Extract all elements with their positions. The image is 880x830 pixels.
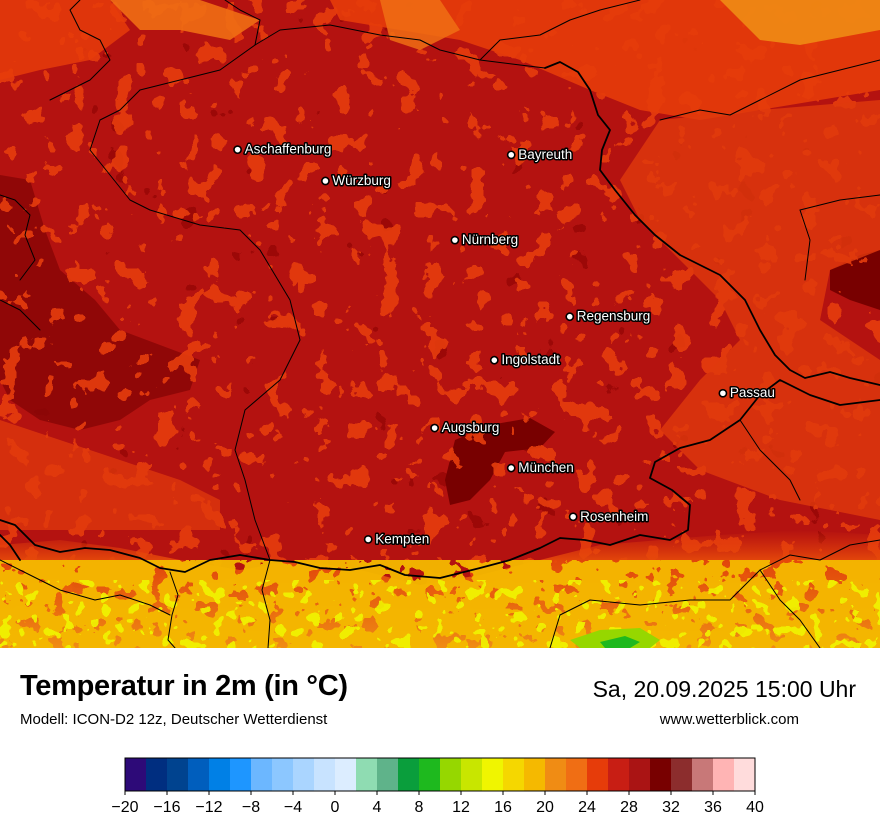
- colorbar-swatch: [650, 758, 672, 791]
- city-dot: [430, 423, 440, 433]
- colorbar-swatch: [734, 758, 756, 791]
- city-markers: Aschaffenburg Würzburg Bayreuth Nürnberg Reg…: [233, 140, 776, 548]
- city-dot: [233, 145, 242, 155]
- colorbar-swatch: [356, 758, 378, 791]
- colorbar-swatch: [272, 758, 294, 791]
- city-label: München: [518, 460, 574, 475]
- colorbar-tick-label: 32: [662, 799, 680, 816]
- warm-areas: [0, 0, 880, 648]
- colorbar-swatch: [335, 758, 357, 791]
- colorbar-swatch: [545, 758, 567, 791]
- colorbar-swatch: [461, 758, 483, 791]
- colorbar-tick-label: 4: [373, 799, 382, 816]
- city-rosenheim: Rosenheim: [568, 507, 650, 525]
- borders: [0, 0, 880, 648]
- city-augsburg: Augsburg: [430, 419, 501, 437]
- temperature-map: Aschaffenburg Würzburg Bayreuth Nürnberg Reg…: [0, 0, 880, 648]
- colorbar-swatch: [251, 758, 273, 791]
- city-dot: [718, 388, 728, 398]
- city-dot: [565, 312, 575, 322]
- city-würzburg: Würzburg: [321, 171, 392, 189]
- city-dot: [363, 535, 373, 544]
- city-dot: [568, 512, 578, 522]
- colorbar-tick-label: −4: [284, 799, 302, 816]
- city-dot: [450, 235, 460, 245]
- colorbar-tick-label: 28: [620, 799, 638, 816]
- colorbar-swatch: [692, 758, 714, 791]
- colorbar-swatch: [608, 758, 630, 791]
- city-nürnberg: Nürnberg: [450, 231, 520, 249]
- city-aschaffenburg: Aschaffenburg: [233, 140, 333, 158]
- colorbar-tick-label: −12: [195, 799, 222, 816]
- valid-time: Sa, 20.09.2025 15:00 Uhr: [592, 676, 856, 702]
- city-label: Augsburg: [442, 420, 500, 435]
- website-link[interactable]: www.wetterblick.com: [659, 711, 799, 728]
- colorbar-tick-label: 16: [494, 799, 512, 816]
- city-label: Bayreuth: [518, 147, 572, 162]
- city-kempten: Kempten: [363, 530, 431, 548]
- colorbar-swatch: [587, 758, 609, 791]
- city-label: Würzburg: [332, 173, 391, 188]
- colorbar-tick-label: 36: [704, 799, 722, 816]
- colorbar-swatch: [314, 758, 336, 791]
- city-dot: [321, 176, 330, 186]
- city-label: Aschaffenburg: [245, 142, 332, 157]
- city-label: Kempten: [375, 531, 429, 546]
- colorbar-swatch: [419, 758, 441, 791]
- colorbar-tick-label: −20: [111, 799, 138, 816]
- city-label: Ingolstadt: [501, 352, 560, 367]
- colorbar-tick-label: −8: [242, 799, 260, 816]
- colorbar-swatch: [167, 758, 189, 791]
- colorbar-swatch: [524, 758, 546, 791]
- model-info: Modell: ICON-D2 12z, Deutscher Wetterdie…: [20, 711, 328, 728]
- city-dot: [506, 463, 516, 473]
- city-passau: Passau: [718, 384, 776, 402]
- colorbar-swatch: [671, 758, 693, 791]
- colorbar-swatch: [146, 758, 168, 791]
- city-dot: [506, 150, 516, 160]
- colorbar-swatch: [440, 758, 462, 791]
- colorbar-tick-label: 20: [536, 799, 554, 816]
- legend-panel: [0, 648, 880, 830]
- city-dot: [489, 355, 499, 365]
- colorbar-swatch: [377, 758, 399, 791]
- colorbar-swatch: [293, 758, 315, 791]
- city-label: Nürnberg: [462, 232, 518, 247]
- colorbar-tick-label: 8: [415, 799, 424, 816]
- city-ingolstadt: Ingolstadt: [489, 351, 562, 369]
- city-label: Passau: [730, 385, 775, 400]
- temperature-colorbar: −20 −16 −12 −8 −4 0 4 8 12 16 20 24 28 32 36 40: [111, 757, 764, 816]
- city-label: Rosenheim: [580, 509, 648, 524]
- colorbar-swatch: [398, 758, 420, 791]
- colorbar-swatch: [209, 758, 231, 791]
- colorbar-tick-label: 24: [578, 799, 596, 816]
- colorbar-swatch: [629, 758, 651, 791]
- colorbar-frame: [124, 757, 756, 792]
- colorbar-swatch: [125, 758, 147, 791]
- colorbar-tick-label: −16: [153, 799, 180, 816]
- colorbar-swatch: [503, 758, 525, 791]
- colorbar-swatch: [230, 758, 252, 791]
- colorbar-tick-label: 12: [452, 799, 470, 816]
- colorbar-swatch: [566, 758, 588, 791]
- map-title: Temperatur in 2m (in °C): [20, 670, 348, 702]
- alps-cooler-band: [0, 530, 880, 648]
- colorbar-swatch: [482, 758, 504, 791]
- colorbar-swatch: [188, 758, 210, 791]
- city-münchen: München: [506, 459, 575, 477]
- city-regensburg: Regensburg: [565, 307, 652, 325]
- colorbar-tick-label: 0: [331, 799, 340, 816]
- colorbar-swatch: [713, 758, 735, 791]
- colorbar-tick-label: 40: [746, 799, 764, 816]
- city-bayreuth: Bayreuth: [506, 145, 574, 163]
- city-label: Regensburg: [577, 309, 651, 324]
